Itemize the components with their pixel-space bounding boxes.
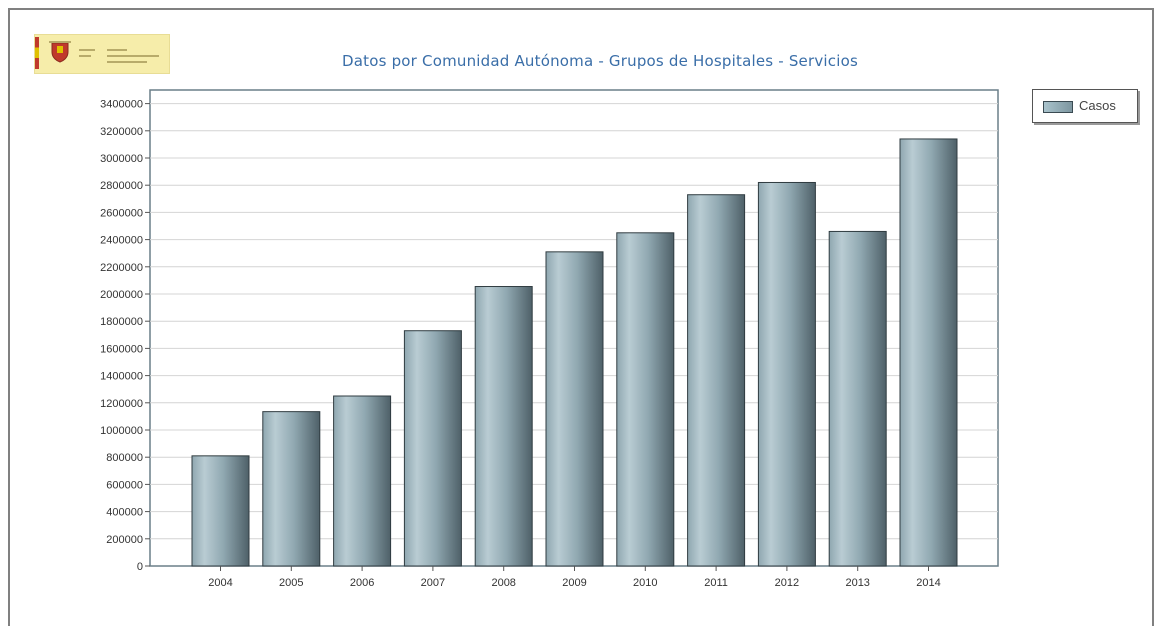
y-tick-label: 1800000 — [100, 316, 143, 328]
bar-2014 — [899, 138, 958, 567]
flag-band — [35, 37, 39, 69]
x-tick-label: 2008 — [491, 577, 515, 589]
logo-text-line — [107, 61, 147, 63]
bars — [191, 138, 958, 567]
logo-text-line — [79, 49, 95, 51]
bar-2006 — [333, 395, 392, 567]
y-tick-label: 2200000 — [100, 262, 143, 274]
y-tick-label: 1600000 — [100, 343, 143, 355]
x-tick-label: 2007 — [421, 577, 445, 589]
bar-2011 — [687, 194, 746, 567]
y-tick-label: 3200000 — [100, 126, 143, 138]
x-tick-label: 2011 — [704, 577, 728, 589]
legend-swatch — [1043, 101, 1073, 113]
ministry-logo — [34, 34, 170, 74]
x-tick-label: 2004 — [208, 577, 232, 589]
bar-2008 — [474, 286, 533, 567]
legend-label: Casos — [1079, 98, 1116, 113]
axes: 0 200000 400000 600000 800000 1000000 1200000 1… — [100, 99, 941, 589]
bar-2013 — [828, 230, 887, 567]
y-tick-label: 0 — [137, 561, 143, 573]
y-tick-label: 1000000 — [100, 425, 143, 437]
x-tick-label: 2009 — [562, 577, 586, 589]
y-tick-label: 2800000 — [100, 180, 143, 192]
bar-2012 — [757, 181, 816, 567]
y-tick-label: 2600000 — [100, 207, 143, 219]
bar-2009 — [545, 251, 604, 567]
logo-text-line — [79, 55, 91, 57]
y-tick-label: 3000000 — [100, 153, 143, 165]
x-tick-label: 2010 — [633, 577, 657, 589]
chart-title: Datos por Comunidad Autónoma - Grupos de… — [342, 52, 858, 70]
x-tick-label: 2012 — [775, 577, 799, 589]
x-tick-label: 2005 — [279, 577, 303, 589]
y-tick-label: 2000000 — [100, 289, 143, 301]
logo-text-line — [107, 55, 159, 57]
y-tick-label: 2400000 — [100, 235, 143, 247]
y-tick-label: 600000 — [106, 479, 143, 491]
y-tick-label: 1400000 — [100, 371, 143, 383]
chart-legend: Casos — [1032, 89, 1138, 123]
logo-text-line — [107, 49, 127, 51]
y-tick-label: 200000 — [106, 534, 143, 546]
bar-2005 — [262, 411, 321, 567]
y-tick-label: 400000 — [106, 507, 143, 519]
y-tick-label: 3400000 — [100, 99, 143, 111]
y-tick-label: 1200000 — [100, 398, 143, 410]
y-tick-label: 800000 — [106, 452, 143, 464]
x-tick-label: 2014 — [916, 577, 940, 589]
bar-2007 — [403, 330, 462, 567]
coat-of-arms-icon — [49, 41, 71, 63]
x-tick-label: 2006 — [350, 577, 374, 589]
x-tick-label: 2013 — [845, 577, 869, 589]
bar-2004 — [191, 455, 250, 567]
bar-2010 — [616, 232, 675, 567]
